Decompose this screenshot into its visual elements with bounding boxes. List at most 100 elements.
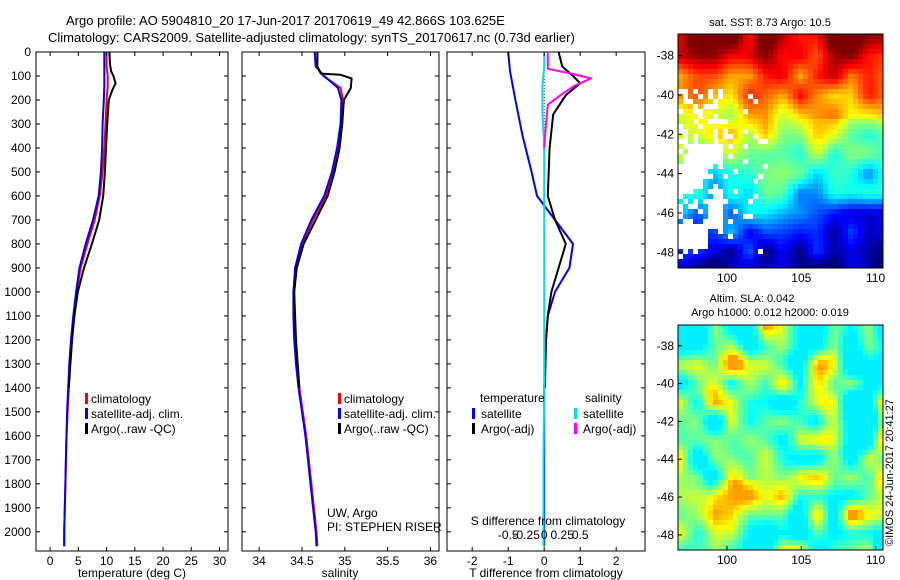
heatmap-cell — [763, 480, 769, 486]
heatmap-cell — [843, 455, 849, 461]
heatmap-cell — [813, 204, 819, 210]
heatmap-cell — [838, 129, 844, 135]
heatmap-cell — [873, 249, 879, 255]
heatmap-cell — [688, 169, 694, 175]
heatmap-cell — [718, 515, 724, 521]
heatmap-cell — [693, 515, 699, 521]
heatmap-cell — [823, 410, 829, 416]
heatmap-cell — [853, 425, 859, 431]
heatmap-cell — [828, 224, 834, 230]
heatmap-cell — [703, 460, 709, 466]
heatmap-cell — [708, 109, 714, 115]
heatmap-cell — [688, 64, 694, 70]
heatmap-cell — [848, 390, 854, 396]
heatmap-cell — [708, 74, 714, 80]
heatmap-cell — [743, 74, 749, 80]
heatmap-cell — [708, 380, 714, 386]
heatmap-cell — [853, 335, 859, 341]
heatmap-cell — [778, 199, 784, 205]
heatmap-cell — [743, 124, 749, 130]
heatmap-cell — [698, 505, 704, 511]
heatmap-cell — [818, 39, 824, 45]
heatmap-cell — [848, 179, 854, 185]
heatmap-cell — [848, 159, 854, 165]
heatmap-cell — [873, 204, 879, 210]
heatmap-cell — [678, 440, 684, 446]
heatmap-cell — [708, 510, 714, 516]
heatmap-cell — [698, 239, 704, 245]
heatmap-cell — [853, 109, 859, 115]
heatmap-cell — [753, 79, 759, 85]
heatmap-cell — [858, 490, 864, 496]
heatmap-cell — [728, 244, 734, 250]
heatmap-cell — [703, 425, 709, 431]
heatmap-cell — [778, 445, 784, 451]
heatmap-cell — [788, 104, 794, 110]
heatmap-cell — [858, 345, 864, 351]
heatmap-cell — [848, 79, 854, 85]
heatmap-cell — [738, 129, 744, 135]
heatmap-cell — [873, 480, 879, 486]
heatmap-cell — [698, 450, 704, 456]
heatmap-cell — [718, 214, 724, 220]
heatmap-cell — [863, 219, 869, 225]
heatmap-cell — [798, 535, 804, 541]
heatmap-cell — [753, 204, 759, 210]
heatmap-cell — [818, 385, 824, 391]
legend-label-t-satellite: satellite — [481, 407, 522, 421]
heatmap-cell — [758, 405, 764, 411]
heatmap-cell — [688, 410, 694, 416]
heatmap-cell — [683, 214, 689, 220]
heatmap-cell — [838, 209, 844, 215]
heatmap-cell — [713, 134, 719, 140]
heatmap-cell — [753, 234, 759, 240]
heatmap-cell — [763, 505, 769, 511]
heatmap-cell — [733, 229, 739, 235]
heatmap-cell — [803, 390, 809, 396]
heatmap-cell — [768, 239, 774, 245]
heatmap-cell — [788, 435, 794, 441]
heatmap-cell — [788, 154, 794, 160]
heatmap-cell — [758, 239, 764, 245]
heatmap-cell — [688, 425, 694, 431]
heatmap-cell — [733, 264, 739, 268]
heatmap-cell — [818, 224, 824, 230]
heatmap-cell — [833, 500, 839, 506]
heatmap-cell — [793, 164, 799, 170]
heatmap-cell — [723, 525, 729, 531]
heatmap-cell — [878, 249, 883, 255]
heatmap-cell — [693, 189, 699, 195]
heatmap-cell — [723, 34, 729, 40]
heatmap-cell — [688, 224, 694, 230]
heatmap-cell — [843, 149, 849, 155]
heatmap-cell — [843, 204, 849, 210]
heatmap-cell — [763, 129, 769, 135]
heatmap-cell — [813, 525, 819, 531]
heatmap-cell — [833, 365, 839, 371]
salinity-plot — [292, 52, 353, 547]
heatmap-cell — [683, 355, 689, 361]
heatmap-cell — [848, 209, 854, 215]
heatmap-cell — [693, 49, 699, 55]
heatmap-cell — [853, 174, 859, 180]
heatmap-cell — [798, 440, 804, 446]
heatmap-cell — [683, 480, 689, 486]
heatmap-cell — [833, 89, 839, 95]
heatmap-cell — [813, 239, 819, 245]
heatmap-cell — [708, 475, 714, 481]
heatmap-cell — [873, 239, 879, 245]
heatmap-cell — [828, 134, 834, 140]
header-line1: Argo profile: AO 5904810_20 17-Jun-2017 … — [66, 13, 505, 28]
heatmap-cell — [763, 74, 769, 80]
heatmap-cell — [858, 74, 864, 80]
heatmap-cell — [683, 390, 689, 396]
heatmap-cell — [728, 375, 734, 381]
heatmap-cell — [828, 330, 834, 336]
heatmap-cell — [693, 129, 699, 135]
heatmap-cell — [768, 109, 774, 115]
heatmap-cell — [813, 390, 819, 396]
heatmap-cell — [823, 390, 829, 396]
heatmap-cell — [718, 395, 724, 401]
heatmap-cell — [748, 380, 754, 386]
heatmap-cell — [863, 74, 869, 80]
